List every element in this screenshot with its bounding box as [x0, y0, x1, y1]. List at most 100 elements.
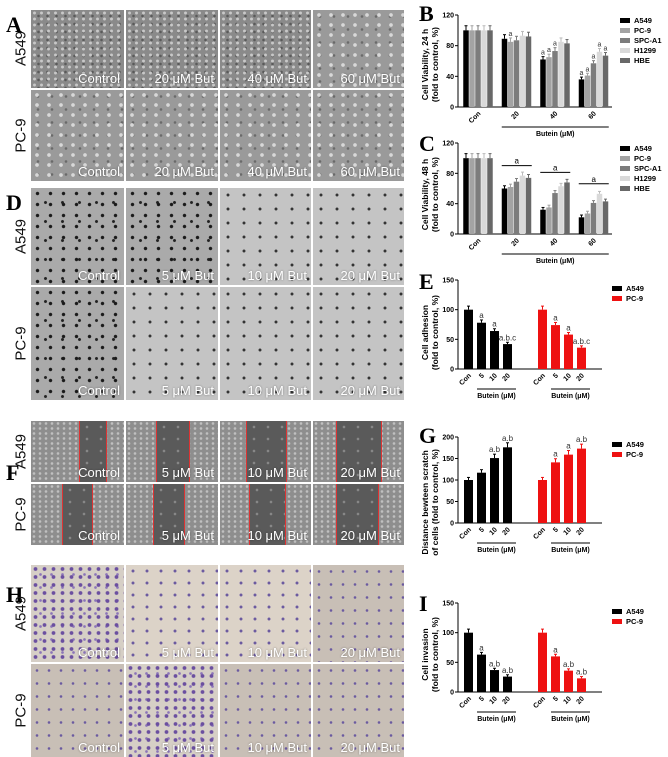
significance-label: a: [592, 175, 597, 184]
image-caption: 20 μM But: [340, 268, 400, 283]
x-tick-label: 20: [510, 110, 521, 121]
x-axis-label: Butein (μM): [536, 258, 575, 265]
micrograph-f: Control: [31, 484, 124, 545]
significance-label: a: [553, 41, 557, 48]
bar-spc-a1: [513, 40, 520, 107]
bar-pc-9: [507, 41, 514, 108]
y-tick-label: 50: [446, 499, 454, 506]
bar-pc-9: [538, 480, 547, 523]
micrograph-f: 20 μM But: [313, 421, 404, 482]
x-tick-label: 5: [552, 372, 560, 380]
image-caption: 20 μM But: [340, 383, 400, 398]
significance-label: a: [553, 163, 558, 172]
significance-label: a.b: [489, 659, 501, 668]
panel-letter-d: D: [6, 190, 22, 215]
significance-label: a.b: [563, 660, 575, 669]
legend-label: PC-9: [634, 154, 651, 163]
x-tick-label: 60: [587, 237, 598, 248]
legend-swatch: [620, 28, 630, 33]
panel-letter: C: [419, 131, 435, 156]
micrograph-d: 10 μM But: [220, 188, 311, 285]
image-caption: 10 μM But: [247, 528, 307, 543]
image-caption: Control: [78, 268, 120, 283]
chart-g: G 0 50 100 150 200 Distance bewteen scratch of …: [419, 423, 644, 556]
x-tick-label: 5: [552, 695, 560, 703]
legend-swatch: [620, 58, 630, 63]
y-axis-label: Cell Viability, 48 h: [420, 159, 430, 231]
micrograph-d: 20 μM But: [313, 287, 404, 400]
legend-swatch: [612, 296, 622, 301]
y-tick-label: 150: [442, 601, 454, 608]
y-tick-label: 150: [442, 278, 454, 285]
x-tick-label: 20: [501, 372, 512, 383]
y-axis-label: (fold to control, %): [430, 27, 440, 102]
y-tick-label: 200: [442, 435, 454, 442]
legend-label: PC-9: [626, 450, 643, 459]
micrograph-d: 20 μM But: [313, 188, 404, 285]
micrograph-f: 5 μM But: [126, 484, 218, 545]
micrograph-h: 20 μM But: [313, 664, 404, 757]
y-tick-label: 150: [442, 456, 454, 463]
y-tick-label: 80: [446, 171, 454, 178]
bar-h1299: [481, 158, 487, 234]
bar-h1299: [596, 193, 603, 234]
bar-pc-9: [584, 75, 591, 107]
y-tick-label: 0: [450, 105, 454, 112]
y-axis-label: Cell invasion: [420, 628, 430, 680]
image-caption: Control: [78, 383, 120, 398]
legend-swatch: [620, 38, 630, 43]
legend-swatch: [620, 186, 630, 191]
micrograph-d: 5 μM But: [126, 188, 218, 285]
bar-h1299: [519, 175, 526, 234]
x-tick-label: 20: [575, 526, 586, 537]
bar-h1299: [596, 51, 603, 107]
image-caption: 5 μM But: [161, 740, 214, 755]
legend-swatch: [612, 442, 622, 447]
bar-h1299: [481, 30, 487, 107]
x-tick-label: Con: [532, 526, 547, 541]
x-axis-label: Butein (μM): [551, 716, 590, 723]
significance-label: a.b: [489, 445, 501, 454]
significance-label: a: [547, 47, 551, 54]
legend-label: A549: [626, 440, 644, 449]
image-caption: 20 μM But: [340, 645, 400, 660]
bar-hbe: [525, 177, 532, 234]
image-caption: Control: [78, 528, 120, 543]
bar-a549: [463, 158, 469, 234]
image-caption: 5 μM But: [161, 383, 214, 398]
x-tick-label: 60: [587, 110, 598, 121]
significance-label: a: [553, 450, 558, 459]
x-axis-label: Butein (μM): [477, 393, 516, 400]
bar-a549: [464, 632, 473, 692]
x-axis-label: Butein (μM): [477, 716, 516, 723]
legend-label: PC-9: [626, 294, 643, 303]
x-axis-label: Butein (μM): [477, 547, 516, 554]
significance-label: a: [515, 157, 520, 166]
significance-label: a: [553, 313, 558, 322]
significance-label: a: [586, 66, 590, 73]
x-axis-label: Butein (μM): [536, 131, 575, 138]
micrograph-a: 40 μM But: [220, 90, 311, 181]
image-caption: Control: [78, 71, 120, 86]
image-caption: 5 μM But: [161, 645, 214, 660]
significance-label: a: [566, 324, 571, 333]
micrograph-a: Control: [31, 10, 124, 88]
significance-label: a.b: [502, 434, 514, 443]
panel-letter-a: A: [6, 12, 22, 37]
significance-label: a: [592, 54, 596, 61]
micrograph-f: 10 μM But: [220, 421, 311, 482]
bar-pc-9: [564, 454, 573, 523]
legend-label: A549: [626, 607, 644, 616]
bar-a549: [464, 480, 473, 523]
image-caption: 20 μM But: [340, 528, 400, 543]
bar-pc-9: [584, 213, 591, 234]
image-caption: 20 μM But: [340, 465, 400, 480]
y-tick-label: 100: [442, 630, 454, 637]
y-tick-label: 40: [446, 201, 454, 208]
bar-pc-9: [546, 207, 552, 234]
bar-spc-a1: [513, 181, 520, 234]
significance-label: a.b: [576, 435, 588, 444]
micrograph-a: 20 μM But: [126, 90, 218, 181]
micrograph-h: 10 μM But: [220, 664, 311, 757]
bar-hbe: [487, 30, 493, 107]
